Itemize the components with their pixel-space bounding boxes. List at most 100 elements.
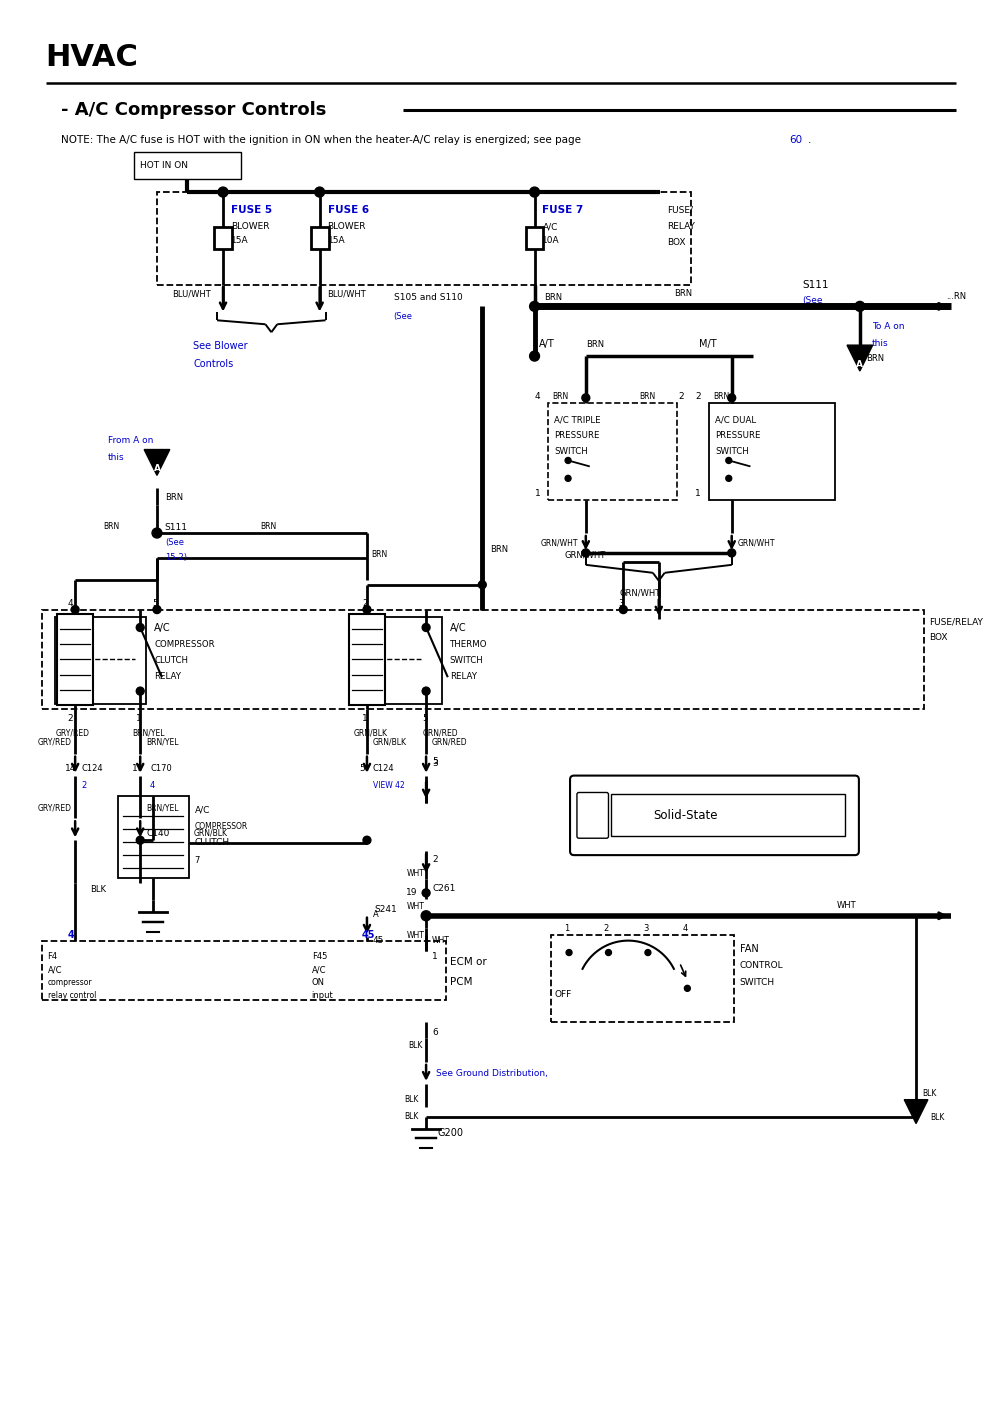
Bar	[351, 617, 442, 704]
Circle shape	[315, 187, 325, 197]
Text: 2: 2	[604, 925, 609, 933]
Text: A/C: A/C	[154, 624, 171, 633]
Text: S105 and S110: S105 and S110	[394, 293, 462, 303]
Circle shape	[619, 605, 627, 614]
Text: FUSE/: FUSE/	[667, 205, 693, 215]
Bar	[55, 617, 146, 704]
Circle shape	[478, 581, 486, 588]
Polygon shape	[847, 345, 873, 370]
Text: 1?: 1?	[132, 764, 143, 773]
Text: BLK: BLK	[90, 885, 106, 895]
Text: HVAC: HVAC	[46, 44, 138, 72]
Text: NOTE: The A/C fuse is HOT with the ignition in ON when the heater-A/C relay is e: NOTE: The A/C fuse is HOT with the ignit…	[61, 136, 585, 146]
Text: Controls: Controls	[193, 359, 234, 369]
Text: WHT: WHT	[837, 901, 857, 911]
Text: S111: S111	[803, 280, 829, 290]
Circle shape	[855, 301, 865, 311]
Text: CONTROL: CONTROL	[740, 962, 783, 970]
Bar	[526, 228, 543, 249]
Text: 3: 3	[432, 759, 438, 768]
Text: A: A	[153, 464, 160, 472]
Text: 2: 2	[432, 854, 438, 864]
Circle shape	[422, 889, 430, 896]
Text: A/C: A/C	[48, 966, 62, 974]
Text: 6: 6	[432, 1028, 438, 1036]
Circle shape	[728, 395, 736, 402]
Text: S111: S111	[165, 523, 188, 532]
Text: BLU/WHT: BLU/WHT	[172, 290, 211, 298]
Text: GRN/RED: GRN/RED	[422, 728, 458, 737]
Polygon shape	[144, 450, 170, 475]
Text: 1: 1	[362, 714, 368, 724]
Circle shape	[136, 836, 144, 844]
Text: 15-2): 15-2)	[165, 553, 187, 563]
Text: BLK: BLK	[922, 1089, 936, 1099]
Text: 5: 5	[152, 600, 158, 608]
Circle shape	[726, 475, 732, 481]
Text: G200: G200	[438, 1128, 464, 1138]
Bar	[548, 403, 677, 501]
Text: FUSE 7: FUSE 7	[542, 205, 584, 215]
Circle shape	[530, 301, 539, 311]
Circle shape	[530, 187, 539, 197]
Text: (See: (See	[165, 539, 184, 547]
Text: 3: 3	[643, 925, 648, 933]
Text: GRN/BLK: GRN/BLK	[373, 737, 407, 747]
Bar	[611, 795, 845, 836]
Circle shape	[565, 458, 571, 464]
Text: BRN: BRN	[165, 492, 183, 502]
Circle shape	[606, 950, 611, 956]
Text: COMPRESSOR: COMPRESSOR	[194, 822, 248, 831]
Text: PCM: PCM	[450, 977, 472, 987]
Bar	[311, 228, 329, 249]
Text: BOX: BOX	[929, 633, 947, 642]
Text: 7: 7	[194, 855, 200, 864]
Text: 1: 1	[136, 714, 142, 724]
Text: GRN/BLK: GRN/BLK	[353, 728, 387, 737]
Circle shape	[421, 911, 431, 921]
Text: CLUTCH: CLUTCH	[194, 837, 230, 847]
Text: - A/C Compressor Controls: - A/C Compressor Controls	[61, 100, 327, 119]
Text: BRN: BRN	[544, 293, 563, 303]
Text: SWITCH: SWITCH	[740, 978, 775, 987]
Circle shape	[218, 187, 228, 197]
Text: RELAY: RELAY	[154, 672, 181, 680]
Text: BLK: BLK	[930, 1113, 944, 1123]
Bar	[157, 192, 691, 284]
Circle shape	[582, 395, 590, 402]
Text: THERMO: THERMO	[450, 641, 487, 649]
Text: 5: 5	[422, 714, 428, 724]
Text: SWITCH: SWITCH	[554, 447, 588, 455]
Text: this: this	[108, 452, 124, 462]
Circle shape	[422, 687, 430, 696]
Circle shape	[565, 475, 571, 481]
Circle shape	[530, 351, 539, 361]
Text: GRN/WHT: GRN/WHT	[564, 550, 605, 560]
Text: 15A: 15A	[328, 236, 345, 245]
Text: 4: 4	[67, 600, 73, 608]
Circle shape	[363, 836, 371, 844]
Text: GRY/RED: GRY/RED	[38, 737, 72, 747]
Text: BOX: BOX	[667, 238, 685, 247]
Text: (See: (See	[394, 312, 413, 321]
Text: FUSE 5: FUSE 5	[231, 205, 272, 215]
Bar	[349, 614, 385, 706]
Circle shape	[645, 950, 651, 956]
Text: 4: 4	[67, 929, 74, 940]
Text: GRY/RED: GRY/RED	[38, 805, 72, 813]
Text: 15A: 15A	[231, 236, 249, 245]
Text: GRN/WHT: GRN/WHT	[619, 588, 661, 597]
FancyBboxPatch shape	[577, 792, 608, 839]
Text: BRN/YEL: BRN/YEL	[146, 737, 179, 747]
Text: BRN: BRN	[675, 288, 693, 298]
Text: BRN: BRN	[371, 550, 387, 560]
Text: 1: 1	[535, 489, 540, 498]
Text: 19: 19	[406, 888, 418, 898]
Text: 4: 4	[682, 925, 688, 933]
Text: Solid-State: Solid-State	[653, 809, 717, 822]
Text: GRY/RED: GRY/RED	[55, 728, 89, 737]
Text: BLK: BLK	[404, 1096, 419, 1104]
Text: 45: 45	[373, 936, 384, 945]
Text: 4: 4	[535, 392, 540, 402]
Text: WHT: WHT	[406, 932, 424, 940]
